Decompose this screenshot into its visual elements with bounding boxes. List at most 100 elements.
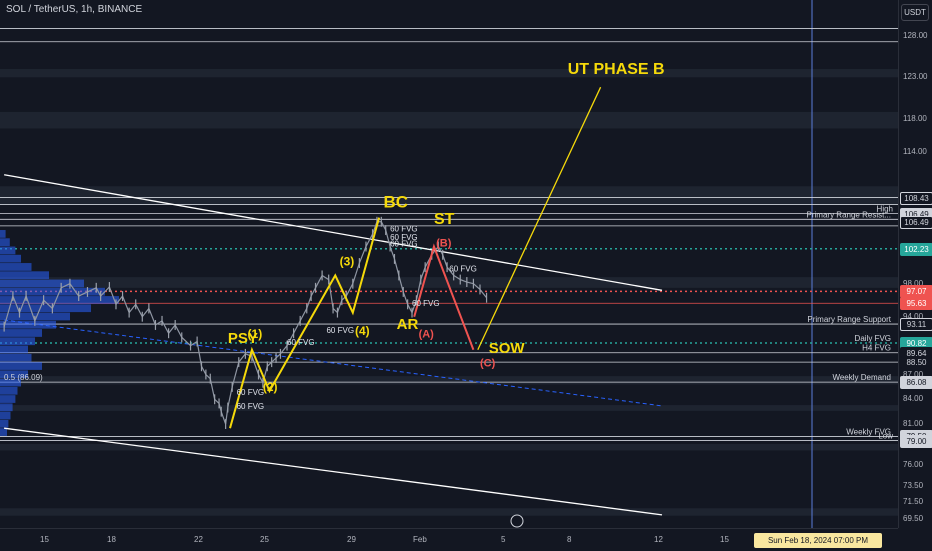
volume-profile-bar bbox=[0, 370, 28, 379]
level-label: Primary Range Resist... bbox=[807, 210, 891, 219]
volume-profile-bar bbox=[0, 296, 119, 304]
time-axis-tick: 15 bbox=[40, 535, 49, 544]
price-badge: 108.43 bbox=[900, 191, 932, 205]
crosshair-date-badge: Sun Feb 18, 2024 07:00 PM bbox=[754, 533, 882, 548]
price-axis-tick: 69.50 bbox=[903, 514, 924, 523]
volume-profile-bar bbox=[0, 287, 105, 296]
zone-band bbox=[0, 186, 898, 205]
wave-red bbox=[413, 243, 475, 351]
zone-band bbox=[0, 69, 898, 78]
price-axis-tick: 98.00 bbox=[903, 278, 924, 288]
volume-profile-bar bbox=[0, 320, 56, 329]
volume-profile-bar bbox=[0, 419, 9, 428]
time-axis-tick: 5 bbox=[501, 535, 506, 544]
time-axis-tick: 15 bbox=[720, 535, 729, 544]
price-axis-tick: 128.00 bbox=[903, 31, 928, 40]
volume-profile-bar bbox=[0, 263, 32, 271]
zone-band bbox=[0, 376, 898, 385]
wave-annotation: SOW bbox=[489, 340, 526, 357]
volume-profile-bar bbox=[0, 230, 6, 238]
price-axis-tick: 123.00 bbox=[903, 72, 928, 82]
dashed-line bbox=[4, 319, 663, 407]
time-axis[interactable]: 1518222529Feb5812151822 bbox=[0, 528, 898, 551]
fvg-label: 60 FVG bbox=[412, 299, 440, 308]
level-label: Weekly FVG bbox=[846, 427, 891, 436]
time-axis-tick: 22 bbox=[194, 535, 203, 544]
currency-badge[interactable]: USDT bbox=[901, 4, 929, 21]
zone-band bbox=[0, 277, 898, 288]
fvg-label: 60 FVG bbox=[287, 338, 315, 347]
volume-profile-bar bbox=[0, 386, 18, 395]
zone-band bbox=[0, 443, 898, 451]
time-axis-tick: 8 bbox=[567, 535, 572, 544]
volume-profile-bar bbox=[0, 362, 42, 370]
wave-annotation: (3) bbox=[340, 255, 355, 269]
phase-line bbox=[477, 86, 602, 351]
wave-annotation: UT PHASE B bbox=[568, 61, 665, 78]
price-axis-tick: 84.00 bbox=[903, 394, 924, 404]
level-label: Daily FVG bbox=[855, 334, 891, 343]
volume-profile-bar bbox=[0, 353, 32, 362]
time-axis-tick: 25 bbox=[260, 535, 269, 544]
price-badge: 79.00 bbox=[900, 434, 932, 448]
fvg-label: 60 FVG bbox=[237, 388, 265, 397]
wave-annotation: PSY bbox=[228, 330, 258, 347]
wave-yellow bbox=[229, 217, 381, 429]
wave-annotation: (A) bbox=[419, 328, 435, 340]
price-axis-tick: 73.50 bbox=[903, 480, 924, 490]
price-badge: 86.08 bbox=[900, 376, 932, 390]
volume-profile-bar bbox=[0, 411, 11, 420]
price-axis-tick: 81.00 bbox=[903, 419, 924, 429]
fvg-label: 60 FVG bbox=[390, 233, 418, 242]
price-axis-tick: 114.00 bbox=[903, 146, 927, 156]
volume-profile-bar bbox=[0, 337, 35, 346]
wave-annotation: (2) bbox=[263, 380, 278, 394]
fvg-label: 60 FVG bbox=[390, 225, 418, 234]
volume-profile-bar bbox=[0, 403, 13, 412]
volume-profile-bar bbox=[0, 246, 16, 255]
time-axis-tick: Feb bbox=[413, 535, 427, 544]
volume-profile-bar bbox=[0, 304, 91, 313]
zone-band bbox=[0, 508, 898, 516]
symbol-title[interactable]: SOL / TetherUS, 1h, BINANCE bbox=[6, 4, 143, 15]
volume-profile-bar bbox=[0, 254, 21, 263]
wave-annotation: AR bbox=[397, 316, 419, 333]
level-label: Primary Range Support bbox=[807, 315, 891, 324]
price-axis-tick: 87.00 bbox=[903, 369, 924, 379]
price-axis-tick: 71.50 bbox=[903, 497, 924, 507]
price-axis-tick: 118.00 bbox=[903, 113, 927, 123]
trend-line bbox=[4, 174, 663, 291]
time-axis-tick: 18 bbox=[107, 535, 116, 544]
level-label: 0.5 (86.09) bbox=[4, 373, 43, 382]
wave-annotation: (1) bbox=[248, 327, 263, 341]
volume-profile-bar bbox=[0, 329, 42, 337]
price-badge: 102.23 bbox=[900, 242, 932, 256]
zone-band bbox=[0, 405, 898, 411]
time-axis-tick: 12 bbox=[654, 535, 663, 544]
level-label: Low bbox=[878, 432, 893, 441]
event-icon bbox=[510, 514, 524, 528]
level-label: H4 FVG bbox=[862, 344, 891, 353]
wave-annotation: ST bbox=[434, 211, 455, 228]
volume-profile-bar bbox=[0, 378, 21, 387]
volume-profile-bar bbox=[0, 279, 84, 288]
fvg-label: 60 FVG bbox=[326, 326, 354, 335]
wave-annotation: (C) bbox=[480, 357, 496, 369]
price-badge: 88.50 bbox=[900, 356, 932, 370]
zone-band bbox=[0, 111, 898, 129]
level-label: Weekly Demand bbox=[832, 373, 891, 382]
volume-profile-bar bbox=[0, 238, 10, 247]
wave-annotation: BC bbox=[384, 193, 409, 212]
level-label: High bbox=[877, 205, 893, 214]
fvg-label: 60 FVG bbox=[390, 240, 418, 249]
volume-profile-bar bbox=[0, 428, 7, 436]
price-axis[interactable]: 128.00 123.00 118.00 114.00 98.00 94.00 87.00 8… bbox=[898, 0, 932, 528]
trend-line bbox=[4, 427, 663, 516]
price-badge: 95.63 bbox=[900, 297, 932, 311]
wave-annotation: (B) bbox=[436, 238, 452, 250]
volume-profile-bar bbox=[0, 395, 16, 403]
volume-profile-bar bbox=[0, 345, 28, 354]
fvg-label: 60 FVG bbox=[237, 402, 265, 411]
